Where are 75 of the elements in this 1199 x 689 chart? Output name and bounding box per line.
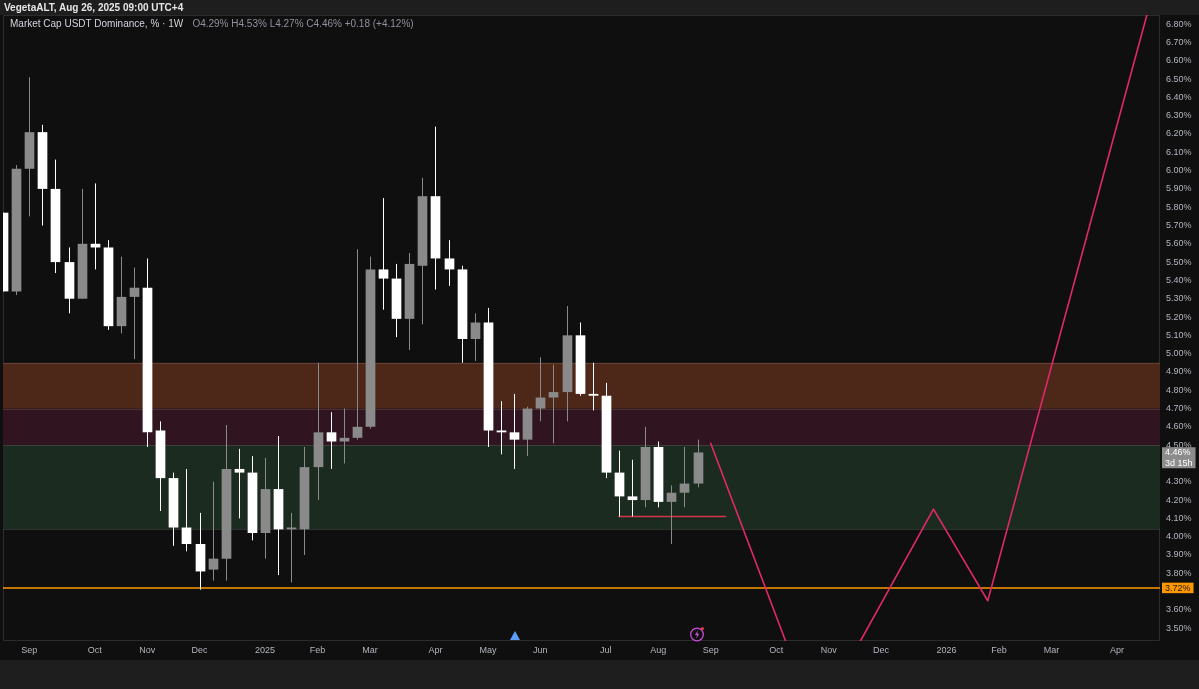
y-tick-label: 6.70% <box>1166 36 1192 47</box>
x-tick-label: 2025 <box>255 644 276 655</box>
candlestick <box>548 364 559 444</box>
y-tick-label: 3.50% <box>1166 622 1192 633</box>
y-tick-label: 5.90% <box>1166 183 1192 194</box>
ref-line-label: 3.72% <box>1165 582 1191 593</box>
y-tick-label: 6.50% <box>1166 73 1192 84</box>
y-tick-label: 5.00% <box>1166 348 1192 359</box>
x-tick-label: Sep <box>702 644 719 655</box>
y-tick-label: 3.80% <box>1166 567 1192 578</box>
y-tick-label: 4.80% <box>1166 384 1192 395</box>
y-tick-label: 6.00% <box>1166 165 1192 176</box>
candlestick <box>326 411 337 470</box>
x-tick-label: Jul <box>600 644 612 655</box>
x-tick-label: Mar <box>362 644 378 655</box>
x-tick-label: Apr <box>428 644 443 655</box>
y-tick-label: 4.30% <box>1166 476 1192 487</box>
y-tick-label: 5.70% <box>1166 219 1192 230</box>
x-tick-label: Jun <box>533 644 548 655</box>
y-tick-label: 4.20% <box>1166 494 1192 505</box>
y-tick-label: 6.20% <box>1166 128 1192 139</box>
x-tick-label: Nov <box>139 644 156 655</box>
candlestick <box>234 448 245 519</box>
x-tick-label: Oct <box>769 644 784 655</box>
candlestick <box>509 393 520 470</box>
y-tick-label: 4.00% <box>1166 531 1192 542</box>
text: 4.46% <box>1165 447 1191 458</box>
y-tick-label: 4.10% <box>1166 512 1192 523</box>
y-tick-label: 5.50% <box>1166 256 1192 267</box>
x-tick-label: Apr <box>1109 644 1124 655</box>
x-tick-label: Sep <box>21 644 38 655</box>
candlestick <box>129 267 140 360</box>
y-tick-label: 6.80% <box>1166 18 1192 29</box>
y-tick-label: 6.40% <box>1166 91 1192 102</box>
y-tick-label: 4.50% <box>1166 439 1192 450</box>
candlestick <box>666 484 677 545</box>
candlestick <box>352 248 363 441</box>
y-tick-label: 5.40% <box>1166 274 1192 285</box>
chart-subtitle: O4.29% H4.53% L4.27% C4.46% +0.18 (+4.12%) <box>192 17 414 29</box>
candlestick <box>614 450 625 518</box>
y-tick-label: 4.70% <box>1166 403 1192 414</box>
candlestick <box>679 446 690 508</box>
x-tick-label: Mar <box>1043 644 1060 655</box>
candlestick <box>627 459 638 518</box>
y-tick-label: 4.90% <box>1166 366 1192 377</box>
candlestick <box>535 356 546 422</box>
x-tick-label: Aug <box>650 644 667 655</box>
y-tick-label: 3.60% <box>1166 604 1192 615</box>
text: 3d 15h <box>1165 457 1193 468</box>
y-tick-label: 5.10% <box>1166 329 1192 340</box>
y-tick-label: 5.60% <box>1166 238 1192 249</box>
candlestick <box>470 312 481 362</box>
candlestick <box>208 481 219 582</box>
candlestick <box>444 239 455 287</box>
x-tick-label: May <box>479 644 497 655</box>
x-tick-label: Dec <box>873 644 890 655</box>
x-tick-label: 2026 <box>936 644 957 655</box>
x-tick-label: Feb <box>991 644 1007 655</box>
text: VegetaALT, Aug 26, 2025 09:00 UTC+4 <box>4 1 184 15</box>
y-tick-label: 6.60% <box>1166 55 1192 66</box>
candlestick <box>378 197 389 311</box>
y-tick-label: 5.80% <box>1166 201 1192 212</box>
y-tick-label: 6.30% <box>1166 110 1192 121</box>
y-tick-label: 6.10% <box>1166 146 1192 157</box>
x-tick-label: Oct <box>87 644 103 655</box>
y-tick-label: 5.20% <box>1166 311 1192 322</box>
y-tick-label: 4.60% <box>1166 421 1192 432</box>
x-tick-label: Feb <box>309 644 326 655</box>
x-tick-label: Dec <box>191 644 209 655</box>
x-tick-label: Nov <box>820 644 838 655</box>
y-tick-label: 3.90% <box>1166 549 1192 560</box>
candlestick <box>181 468 192 552</box>
chart-title: Market Cap USDT Dominance, % · 1W <box>10 17 184 29</box>
y-tick-label: 5.30% <box>1166 293 1192 304</box>
candlestick <box>588 362 599 411</box>
